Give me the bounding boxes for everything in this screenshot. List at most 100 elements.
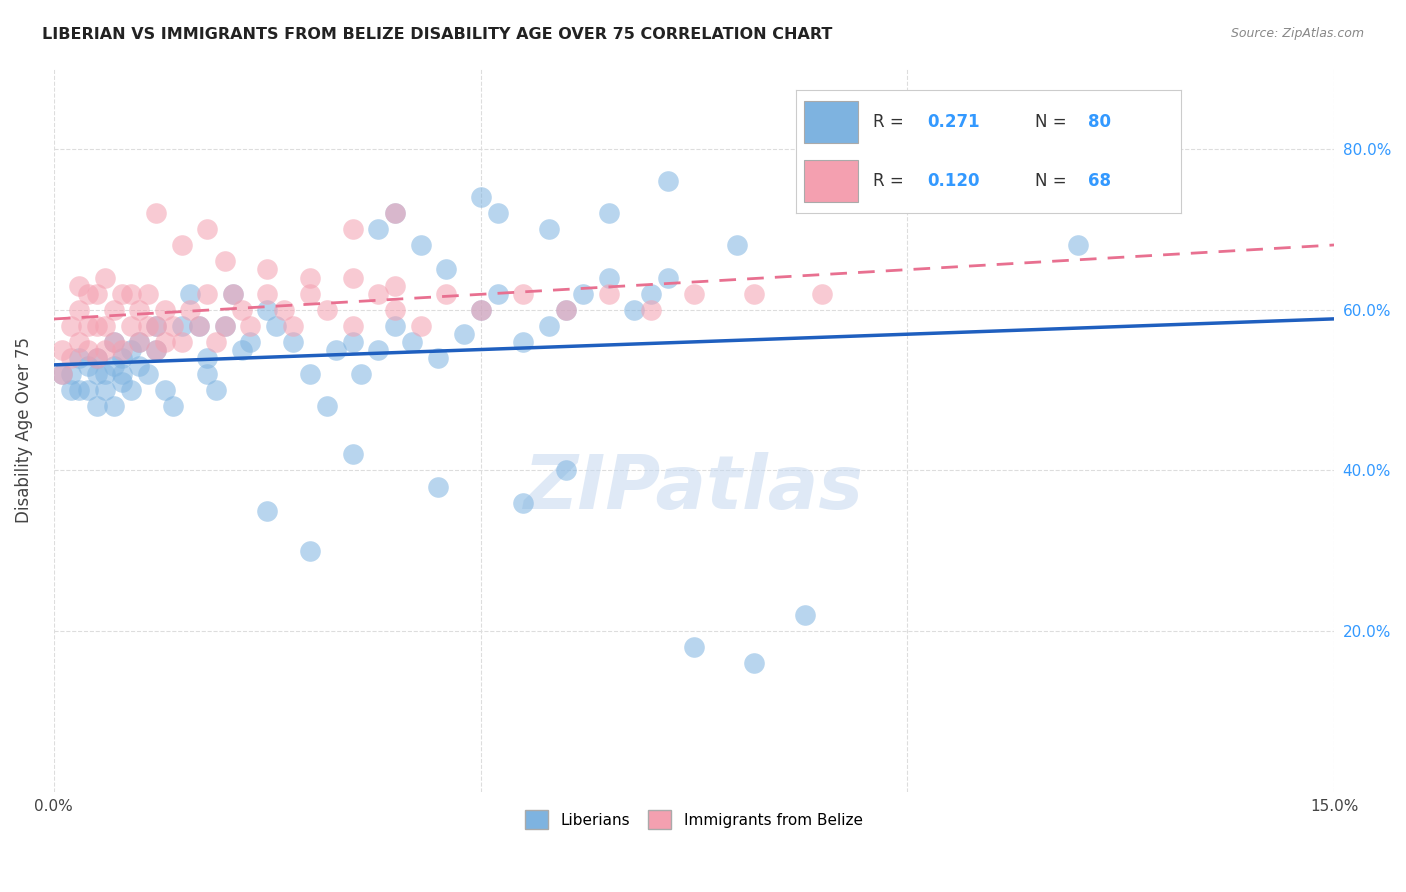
Point	[136, 318, 159, 333]
Point	[384, 278, 406, 293]
Point	[342, 222, 364, 236]
Point	[426, 351, 449, 365]
Point	[231, 343, 253, 357]
Point	[197, 222, 219, 236]
Point	[657, 174, 679, 188]
Point	[384, 302, 406, 317]
Point	[51, 367, 73, 381]
Point	[51, 343, 73, 357]
Point	[640, 286, 662, 301]
Point	[811, 286, 834, 301]
Point	[94, 383, 117, 397]
Point	[205, 383, 228, 397]
Point	[179, 302, 201, 317]
Point	[111, 375, 134, 389]
Point	[111, 343, 134, 357]
Point	[103, 302, 125, 317]
Point	[239, 334, 262, 349]
Point	[367, 343, 389, 357]
Point	[77, 383, 100, 397]
Point	[384, 206, 406, 220]
Point	[470, 302, 492, 317]
Text: LIBERIAN VS IMMIGRANTS FROM BELIZE DISABILITY AGE OVER 75 CORRELATION CHART: LIBERIAN VS IMMIGRANTS FROM BELIZE DISAB…	[42, 27, 832, 42]
Point	[187, 318, 209, 333]
Point	[120, 286, 142, 301]
Point	[153, 383, 176, 397]
Point	[742, 286, 765, 301]
Point	[222, 286, 245, 301]
Point	[136, 367, 159, 381]
Point	[725, 238, 748, 252]
Point	[145, 318, 167, 333]
Point	[179, 286, 201, 301]
Point	[77, 318, 100, 333]
Point	[683, 286, 706, 301]
Point	[298, 367, 321, 381]
Point	[136, 286, 159, 301]
Point	[153, 334, 176, 349]
Point	[120, 343, 142, 357]
Point	[59, 383, 82, 397]
Point	[598, 206, 620, 220]
Point	[598, 270, 620, 285]
Point	[128, 302, 150, 317]
Point	[409, 238, 432, 252]
Point	[273, 302, 295, 317]
Point	[222, 286, 245, 301]
Point	[59, 351, 82, 365]
Point	[111, 286, 134, 301]
Point	[316, 399, 339, 413]
Point	[555, 463, 578, 477]
Point	[86, 399, 108, 413]
Point	[657, 270, 679, 285]
Point	[325, 343, 347, 357]
Point	[239, 318, 262, 333]
Point	[51, 367, 73, 381]
Point	[77, 343, 100, 357]
Point	[598, 286, 620, 301]
Point	[350, 367, 373, 381]
Point	[401, 334, 423, 349]
Point	[555, 302, 578, 317]
Point	[197, 286, 219, 301]
Point	[512, 286, 534, 301]
Point	[145, 343, 167, 357]
Point	[162, 399, 184, 413]
Point	[512, 495, 534, 509]
Point	[170, 334, 193, 349]
Point	[342, 334, 364, 349]
Point	[170, 318, 193, 333]
Point	[153, 302, 176, 317]
Point	[316, 302, 339, 317]
Point	[103, 334, 125, 349]
Point	[69, 383, 91, 397]
Point	[120, 383, 142, 397]
Point	[231, 302, 253, 317]
Point	[298, 270, 321, 285]
Point	[1067, 238, 1090, 252]
Point	[409, 318, 432, 333]
Point	[342, 270, 364, 285]
Point	[256, 286, 278, 301]
Point	[197, 367, 219, 381]
Point	[128, 334, 150, 349]
Point	[86, 286, 108, 301]
Point	[128, 359, 150, 373]
Point	[120, 318, 142, 333]
Point	[298, 544, 321, 558]
Text: Source: ZipAtlas.com: Source: ZipAtlas.com	[1230, 27, 1364, 40]
Point	[69, 334, 91, 349]
Point	[426, 479, 449, 493]
Point	[103, 399, 125, 413]
Point	[436, 262, 458, 277]
Point	[128, 334, 150, 349]
Point	[214, 254, 236, 268]
Point	[512, 334, 534, 349]
Y-axis label: Disability Age Over 75: Disability Age Over 75	[15, 337, 32, 524]
Point	[111, 367, 134, 381]
Legend: Liberians, Immigrants from Belize: Liberians, Immigrants from Belize	[519, 804, 869, 835]
Point	[214, 318, 236, 333]
Text: ZIPatlas: ZIPatlas	[524, 451, 865, 524]
Point	[77, 286, 100, 301]
Point	[640, 302, 662, 317]
